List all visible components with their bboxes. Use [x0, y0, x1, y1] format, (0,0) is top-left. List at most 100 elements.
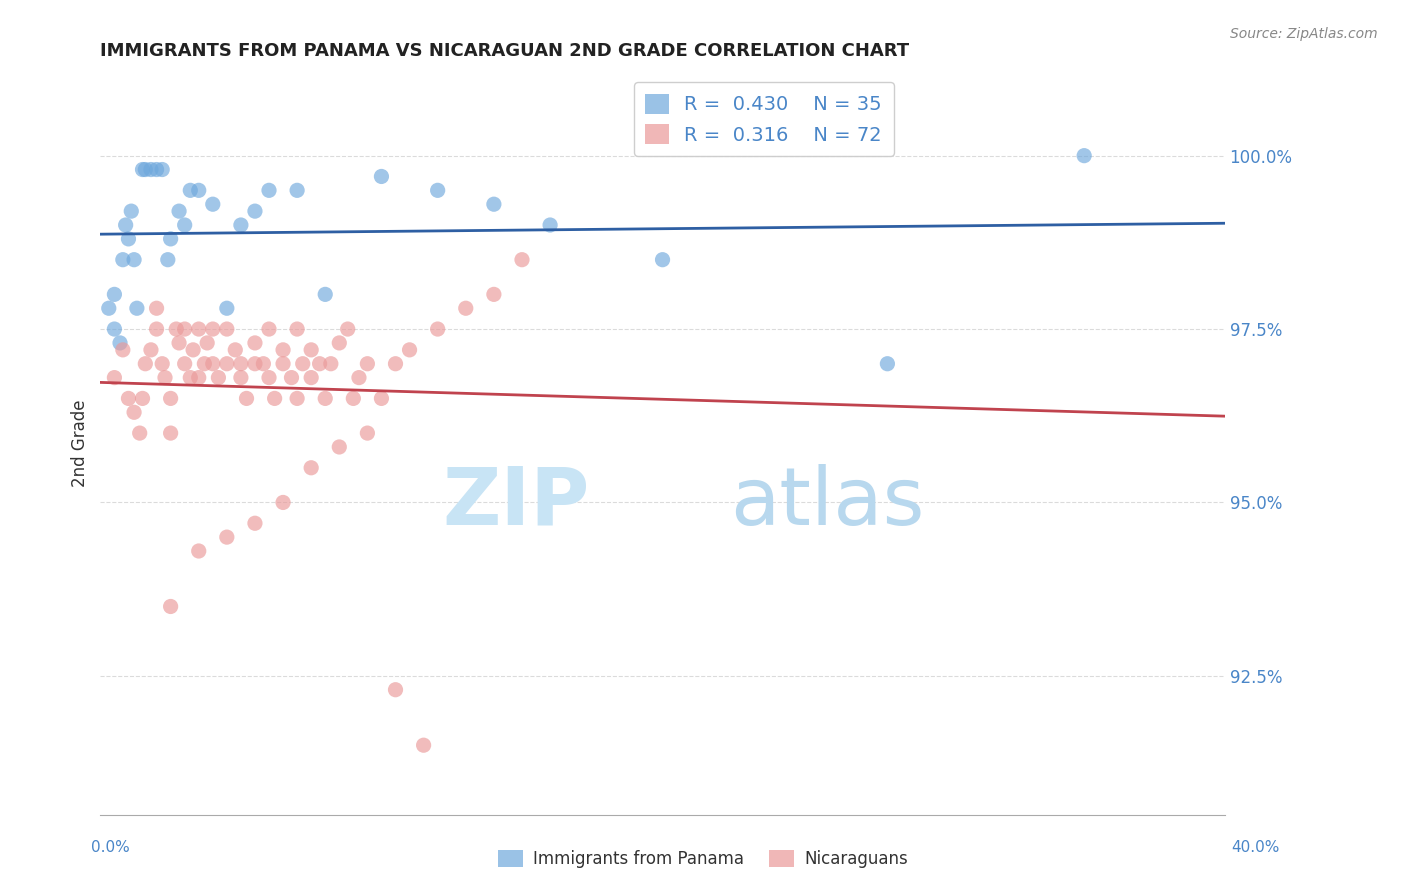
- Point: [179, 183, 201, 197]
- Point: [243, 357, 266, 371]
- Point: [328, 335, 350, 350]
- Point: [308, 357, 330, 371]
- Point: [285, 322, 308, 336]
- Point: [271, 495, 294, 509]
- Point: [651, 252, 673, 267]
- Point: [285, 183, 308, 197]
- Point: [193, 357, 215, 371]
- Point: [280, 370, 302, 384]
- Point: [187, 544, 209, 558]
- Point: [356, 357, 378, 371]
- Text: 40.0%: 40.0%: [1232, 840, 1279, 855]
- Point: [117, 392, 139, 406]
- Point: [173, 322, 195, 336]
- Point: [145, 162, 167, 177]
- Point: [159, 232, 181, 246]
- Point: [103, 322, 125, 336]
- Point: [167, 335, 190, 350]
- Point: [215, 357, 238, 371]
- Point: [120, 204, 142, 219]
- Y-axis label: 2nd Grade: 2nd Grade: [72, 400, 89, 487]
- Point: [347, 370, 370, 384]
- Point: [187, 370, 209, 384]
- Point: [201, 197, 224, 211]
- Point: [271, 343, 294, 357]
- Point: [454, 301, 477, 316]
- Point: [97, 301, 120, 316]
- Point: [159, 392, 181, 406]
- Point: [426, 183, 449, 197]
- Text: Source: ZipAtlas.com: Source: ZipAtlas.com: [1230, 27, 1378, 41]
- Point: [215, 301, 238, 316]
- Point: [111, 343, 134, 357]
- Point: [159, 599, 181, 614]
- Point: [207, 370, 229, 384]
- Point: [139, 162, 162, 177]
- Point: [271, 357, 294, 371]
- Point: [103, 287, 125, 301]
- Point: [252, 357, 274, 371]
- Point: [111, 252, 134, 267]
- Point: [117, 232, 139, 246]
- Point: [1073, 149, 1095, 163]
- Point: [145, 322, 167, 336]
- Text: atlas: atlas: [730, 464, 924, 541]
- Point: [215, 322, 238, 336]
- Point: [131, 392, 153, 406]
- Point: [426, 322, 449, 336]
- Point: [314, 287, 336, 301]
- Point: [243, 335, 266, 350]
- Point: [165, 322, 187, 336]
- Point: [412, 738, 434, 752]
- Point: [122, 405, 145, 419]
- Point: [125, 301, 148, 316]
- Point: [299, 343, 322, 357]
- Point: [336, 322, 359, 336]
- Point: [263, 392, 285, 406]
- Point: [229, 370, 252, 384]
- Point: [108, 335, 131, 350]
- Point: [319, 357, 342, 371]
- Point: [370, 169, 392, 184]
- Point: [103, 370, 125, 384]
- Point: [285, 392, 308, 406]
- Point: [243, 516, 266, 531]
- Point: [181, 343, 204, 357]
- Point: [195, 335, 218, 350]
- Point: [257, 370, 280, 384]
- Point: [342, 392, 364, 406]
- Point: [229, 357, 252, 371]
- Point: [131, 162, 153, 177]
- Point: [114, 218, 136, 232]
- Point: [229, 218, 252, 232]
- Point: [187, 183, 209, 197]
- Text: IMMIGRANTS FROM PANAMA VS NICARAGUAN 2ND GRADE CORRELATION CHART: IMMIGRANTS FROM PANAMA VS NICARAGUAN 2ND…: [100, 42, 910, 60]
- Point: [299, 460, 322, 475]
- Point: [134, 357, 156, 371]
- Point: [215, 530, 238, 544]
- Point: [356, 426, 378, 441]
- Point: [150, 162, 173, 177]
- Point: [299, 370, 322, 384]
- Point: [482, 197, 505, 211]
- Point: [179, 370, 201, 384]
- Point: [510, 252, 533, 267]
- Point: [128, 426, 150, 441]
- Point: [257, 322, 280, 336]
- Point: [291, 357, 314, 371]
- Point: [876, 357, 898, 371]
- Point: [173, 218, 195, 232]
- Point: [328, 440, 350, 454]
- Point: [122, 252, 145, 267]
- Point: [235, 392, 257, 406]
- Text: ZIP: ZIP: [443, 464, 589, 541]
- Point: [167, 204, 190, 219]
- Point: [482, 287, 505, 301]
- Point: [134, 162, 156, 177]
- Point: [153, 370, 176, 384]
- Point: [156, 252, 179, 267]
- Point: [257, 183, 280, 197]
- Point: [201, 322, 224, 336]
- Point: [314, 392, 336, 406]
- Point: [370, 392, 392, 406]
